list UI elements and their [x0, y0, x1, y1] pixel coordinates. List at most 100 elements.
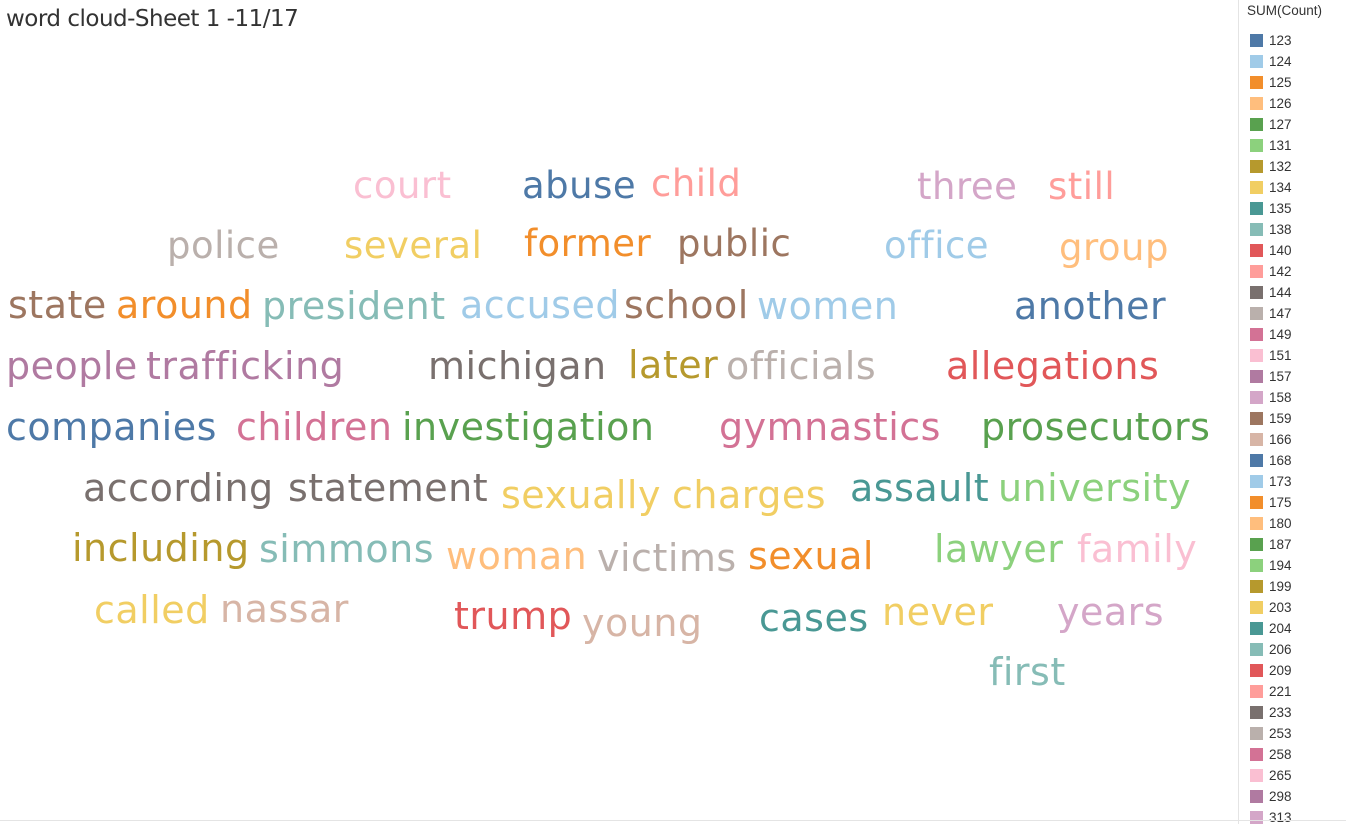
legend-item[interactable]: 258	[1250, 744, 1292, 765]
word-child[interactable]: child	[651, 161, 742, 205]
legend-item[interactable]: 233	[1250, 702, 1292, 723]
word-sexual[interactable]: sexual	[748, 533, 874, 578]
legend-item[interactable]: 187	[1250, 534, 1292, 555]
word-prosecutors[interactable]: prosecutors	[981, 404, 1211, 449]
word-simmons[interactable]: simmons	[259, 526, 435, 571]
word-never[interactable]: never	[882, 589, 994, 634]
word-including[interactable]: including	[72, 525, 250, 570]
word-statement[interactable]: statement	[288, 465, 489, 510]
legend-item[interactable]: 149	[1250, 324, 1292, 345]
legend-item[interactable]: 144	[1250, 282, 1292, 303]
legend-label: 204	[1269, 621, 1292, 636]
legend-item[interactable]: 124	[1250, 51, 1292, 72]
word-school[interactable]: school	[624, 282, 749, 327]
word-children[interactable]: children	[236, 404, 393, 449]
legend-item[interactable]: 175	[1250, 492, 1292, 513]
word-public[interactable]: public	[677, 221, 792, 265]
legend-item[interactable]: 125	[1250, 72, 1292, 93]
legend-label: 158	[1269, 390, 1292, 405]
legend-swatch	[1250, 34, 1263, 47]
word-victims[interactable]: victims	[597, 535, 737, 580]
word-three[interactable]: three	[917, 164, 1018, 208]
legend-item[interactable]: 123	[1250, 30, 1292, 51]
word-sexually[interactable]: sexually	[501, 472, 661, 517]
word-assault[interactable]: assault	[850, 465, 990, 510]
word-cases[interactable]: cases	[759, 595, 869, 640]
legend-item[interactable]: 126	[1250, 93, 1292, 114]
word-woman[interactable]: woman	[446, 533, 588, 578]
legend-item[interactable]: 209	[1250, 660, 1292, 681]
word-office[interactable]: office	[884, 223, 990, 267]
word-group[interactable]: group	[1059, 225, 1169, 269]
legend-item[interactable]: 166	[1250, 429, 1292, 450]
legend-item[interactable]: 134	[1250, 177, 1292, 198]
word-charges[interactable]: charges	[672, 472, 827, 517]
word-former[interactable]: former	[524, 221, 652, 265]
word-state[interactable]: state	[8, 282, 107, 327]
legend-item[interactable]: 253	[1250, 723, 1292, 744]
word-officials[interactable]: officials	[726, 343, 877, 388]
word-women[interactable]: women	[757, 283, 899, 328]
word-first[interactable]: first	[989, 649, 1066, 694]
legend-label: 199	[1269, 579, 1292, 594]
legend-item[interactable]: 173	[1250, 471, 1292, 492]
legend-item[interactable]: 180	[1250, 513, 1292, 534]
legend-label: 157	[1269, 369, 1292, 384]
word-university[interactable]: university	[998, 465, 1191, 510]
legend-swatch	[1250, 76, 1263, 89]
word-gymnastics[interactable]: gymnastics	[719, 404, 941, 449]
word-people[interactable]: people	[6, 343, 138, 388]
bottom-divider	[0, 820, 1346, 821]
word-trump[interactable]: trump	[454, 593, 573, 638]
word-michigan[interactable]: michigan	[428, 343, 607, 388]
legend-item[interactable]: 142	[1250, 261, 1292, 282]
legend-item[interactable]: 203	[1250, 597, 1292, 618]
word-called[interactable]: called	[94, 587, 210, 632]
word-companies[interactable]: companies	[6, 404, 217, 449]
legend-item[interactable]: 206	[1250, 639, 1292, 660]
word-president[interactable]: president	[262, 283, 446, 328]
legend-item[interactable]: 140	[1250, 240, 1292, 261]
word-according[interactable]: according	[83, 465, 274, 510]
legend-item[interactable]: 132	[1250, 156, 1292, 177]
legend-swatch	[1250, 181, 1263, 194]
legend-item[interactable]: 151	[1250, 345, 1292, 366]
legend-item[interactable]: 135	[1250, 198, 1292, 219]
word-police[interactable]: police	[167, 223, 280, 267]
legend-item[interactable]: 204	[1250, 618, 1292, 639]
word-years[interactable]: years	[1057, 589, 1165, 634]
legend-item[interactable]: 221	[1250, 681, 1292, 702]
word-investigation[interactable]: investigation	[402, 404, 655, 449]
word-lawyer[interactable]: lawyer	[934, 526, 1064, 571]
legend-item[interactable]: 127	[1250, 114, 1292, 135]
legend-item[interactable]: 131	[1250, 135, 1292, 156]
word-nassar[interactable]: nassar	[220, 586, 349, 631]
legend-item[interactable]: 194	[1250, 555, 1292, 576]
legend-swatch	[1250, 223, 1263, 236]
legend-item[interactable]: 265	[1250, 765, 1292, 786]
word-around[interactable]: around	[116, 282, 253, 327]
legend-item[interactable]: 199	[1250, 576, 1292, 597]
legend-item[interactable]: 158	[1250, 387, 1292, 408]
legend-item[interactable]: 157	[1250, 366, 1292, 387]
word-still[interactable]: still	[1048, 164, 1116, 208]
color-legend[interactable]: SUM(Count) 123 124 125 126 127 131 132 134 135 13…	[1238, 0, 1346, 825]
legend-item[interactable]: 147	[1250, 303, 1292, 324]
legend-item[interactable]: 159	[1250, 408, 1292, 429]
word-court[interactable]: court	[353, 163, 452, 207]
word-young[interactable]: young	[582, 600, 703, 645]
legend-item[interactable]: 138	[1250, 219, 1292, 240]
word-trafficking[interactable]: trafficking	[146, 343, 345, 388]
word-family[interactable]: family	[1077, 526, 1198, 571]
word-allegations[interactable]: allegations	[946, 343, 1160, 388]
legend-item[interactable]: 168	[1250, 450, 1292, 471]
legend-label: 123	[1269, 33, 1292, 48]
legend-item[interactable]: 313	[1250, 807, 1292, 828]
legend-item[interactable]: 298	[1250, 786, 1292, 807]
word-accused[interactable]: accused	[460, 282, 620, 327]
word-later[interactable]: later	[628, 342, 719, 387]
legend-label: 175	[1269, 495, 1292, 510]
word-abuse[interactable]: abuse	[522, 163, 637, 207]
word-another[interactable]: another	[1014, 283, 1167, 328]
word-several[interactable]: several	[344, 223, 483, 267]
